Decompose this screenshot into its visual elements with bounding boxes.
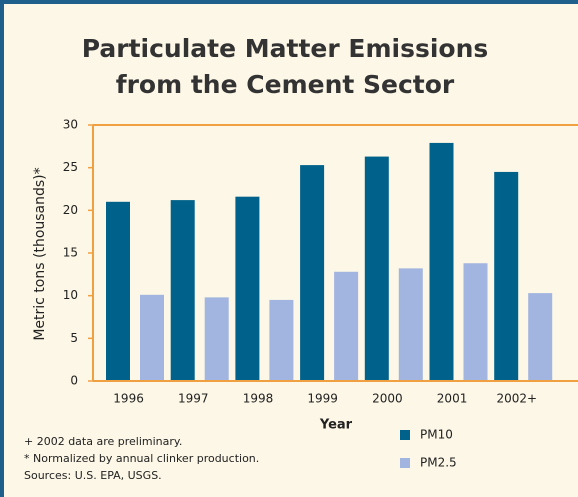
x-tick-label: 2002+ <box>496 392 537 406</box>
x-tick-label: 2001 <box>437 392 468 406</box>
bar <box>106 201 130 381</box>
y-axis-label: Metric tons (thousands)* <box>32 167 48 340</box>
bar <box>170 200 195 381</box>
x-axis-label: Year <box>319 418 353 433</box>
bar <box>235 196 260 381</box>
bar <box>204 297 229 381</box>
bar <box>269 299 294 381</box>
chart-title: Particulate Matter Emissions <box>82 34 489 63</box>
x-tick-label: 2000 <box>372 392 403 406</box>
border-top <box>0 0 578 4</box>
legend-swatch <box>400 430 410 440</box>
y-tick-label: 0 <box>70 374 78 388</box>
x-tick-label: 1999 <box>307 392 338 406</box>
bar <box>300 165 325 381</box>
x-tick-label: 1996 <box>113 392 144 406</box>
bar <box>398 268 423 381</box>
y-tick-label: 5 <box>70 331 78 345</box>
footnote: Sources: U.S. EPA, USGS. <box>24 469 162 482</box>
border-left <box>0 0 4 497</box>
bar <box>494 171 519 381</box>
bar <box>528 293 553 381</box>
chart-title: from the Cement Sector <box>116 70 455 99</box>
bar <box>140 294 164 381</box>
y-tick-label: 30 <box>63 118 78 132</box>
y-tick-label: 15 <box>63 246 78 260</box>
bar <box>364 156 389 381</box>
footnote: * Normalized by annual clinker productio… <box>24 452 259 465</box>
legend-label: PM2.5 <box>420 456 457 470</box>
x-tick-label: 1998 <box>243 392 274 406</box>
y-tick-label: 25 <box>63 160 78 174</box>
bar <box>463 263 488 381</box>
legend-swatch <box>400 458 410 468</box>
x-tick-label: 1997 <box>178 392 209 406</box>
y-tick-label: 10 <box>63 288 78 302</box>
bar <box>334 271 359 381</box>
legend-label: PM10 <box>420 428 453 442</box>
footnote: + 2002 data are preliminary. <box>24 435 182 448</box>
y-tick-label: 20 <box>63 203 78 217</box>
bar <box>429 142 454 381</box>
